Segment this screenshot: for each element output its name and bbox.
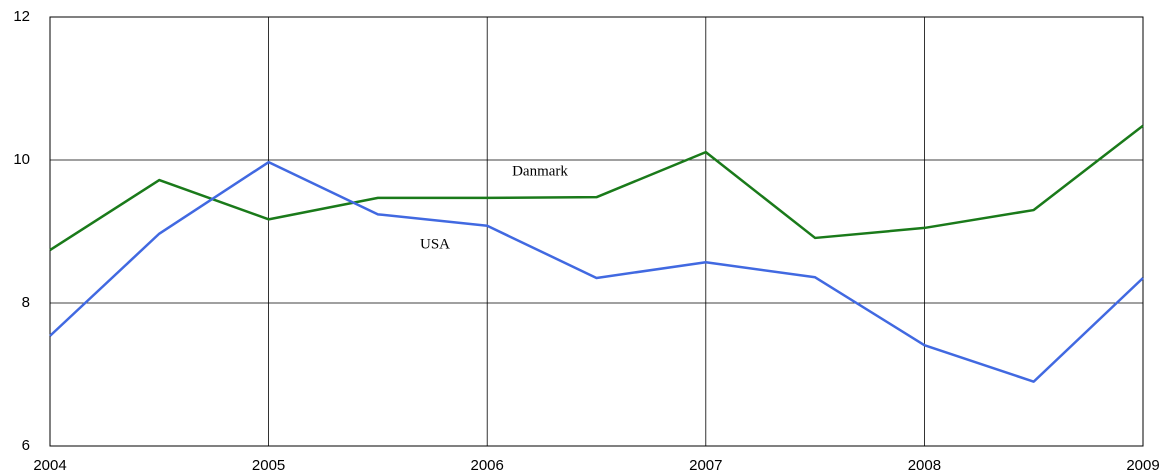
x-tick-label: 2009 bbox=[1126, 457, 1159, 474]
y-tick-label: 8 bbox=[22, 294, 30, 311]
x-tick-label: 2004 bbox=[33, 457, 66, 474]
data-line bbox=[49, 124, 1144, 252]
x-tick-label: 2005 bbox=[252, 457, 285, 474]
y-tick-label: 10 bbox=[13, 151, 30, 168]
y-tick-label: 6 bbox=[22, 437, 30, 454]
x-tick-label: 2007 bbox=[689, 457, 722, 474]
plot-frame bbox=[49, 16, 1144, 447]
x-tick-label: 2006 bbox=[471, 457, 504, 474]
data-line bbox=[49, 160, 1144, 383]
y-tick-label: 12 bbox=[13, 8, 30, 25]
series-label: USA bbox=[420, 236, 450, 252]
series-label: Danmark bbox=[512, 163, 568, 179]
x-tick-label: 2008 bbox=[908, 457, 941, 474]
